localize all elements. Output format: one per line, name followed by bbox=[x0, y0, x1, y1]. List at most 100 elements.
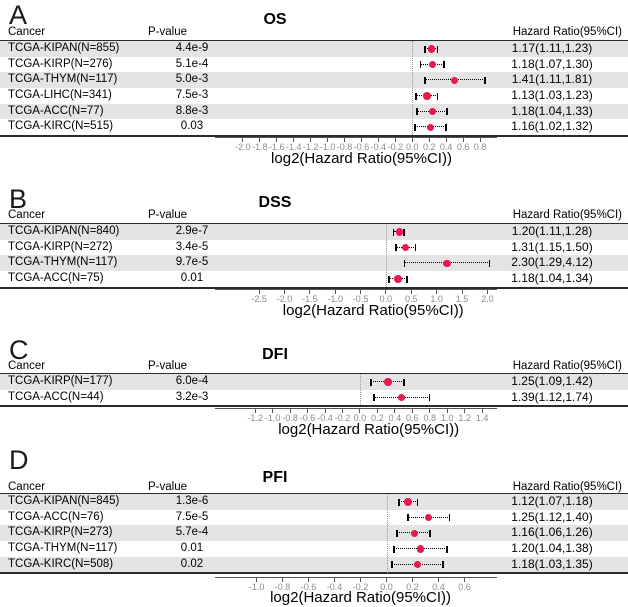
axis-tick bbox=[359, 409, 361, 413]
table-row: TCGA-KIRP(N=272) 3.4e-5 1.31(1.15,1.50) bbox=[0, 240, 628, 256]
axis-tick-label: 0.6 bbox=[458, 582, 471, 592]
axis-tick-label: -1.2 bbox=[247, 413, 263, 423]
row-pvalue: 0.02 bbox=[180, 557, 204, 570]
hr-point-marker bbox=[394, 275, 402, 283]
forest-plot-cell bbox=[215, 41, 497, 57]
ci-cap-right bbox=[436, 45, 439, 53]
axis-tick bbox=[461, 290, 463, 294]
row-cancer-label: TCGA-ACC(N=75) bbox=[8, 272, 104, 285]
forest-plot-cell bbox=[215, 57, 497, 73]
ci-cap-left bbox=[398, 498, 401, 506]
axis-tick bbox=[307, 409, 309, 413]
panel-title: OS bbox=[263, 11, 287, 28]
table-row: TCGA-KIRP(N=276) 5.1e-4 1.18(1.07,1.30) bbox=[0, 57, 628, 73]
axis-tick-label: 1.4 bbox=[475, 413, 489, 423]
ci-cap-left bbox=[392, 545, 395, 553]
hr-point-marker bbox=[424, 513, 433, 522]
row-cancer-label: TCGA-KIRP(N=177) bbox=[8, 375, 113, 387]
ci-cap-left bbox=[414, 92, 417, 100]
table-row: TCGA-KIPAN(N=840) 2.9e-7 1.20(1.11,1.28) bbox=[0, 224, 628, 240]
hr-point-marker bbox=[426, 123, 435, 132]
axis-tick-label: 0.6 bbox=[406, 413, 419, 423]
hr-point-marker bbox=[428, 60, 437, 69]
axis-tick-label: 1.2 bbox=[458, 413, 471, 423]
row-hazard-ratio-text: 1.18(1.03,1.35) bbox=[511, 556, 593, 571]
axis-tick bbox=[428, 138, 430, 142]
axis-tick bbox=[254, 409, 256, 413]
panel-title: DSS bbox=[258, 194, 292, 211]
axis-tick-label: 0.4 bbox=[388, 413, 402, 423]
ci-cap-right bbox=[488, 259, 491, 267]
row-cancer-label: TCGA-ACC(N=44) bbox=[8, 390, 104, 403]
axis-tick bbox=[386, 578, 388, 582]
table-row: TCGA-ACC(N=76) 7.5e-5 1.25(1.12,1.40) bbox=[0, 510, 628, 526]
axis-tick bbox=[324, 409, 326, 413]
axis-tick bbox=[334, 290, 336, 294]
ci-cap-right bbox=[428, 394, 431, 402]
row-pvalue: 7.5e-5 bbox=[175, 510, 209, 523]
axis-tick bbox=[410, 290, 412, 294]
ci-cap-right bbox=[414, 244, 417, 252]
ci-cap-right bbox=[436, 92, 439, 100]
row-cancer-label: TCGA-KIRP(N=273) bbox=[8, 526, 113, 539]
panel-pfi: D PFI Cancer P-value Hazard Ratio(95%CI)… bbox=[0, 444, 628, 607]
table-row: TCGA-KIRP(N=273) 5.7e-4 1.16(1.06,1.26) bbox=[0, 525, 628, 542]
axis-tick-label: 0.2 bbox=[422, 142, 436, 152]
forest-plot-cell bbox=[215, 557, 497, 573]
table-row: TCGA-ACC(N=75) 0.01 1.18(1.04,1.34) bbox=[0, 271, 628, 287]
row-hazard-ratio-text: 2.30(1.29,4.12) bbox=[511, 255, 593, 270]
ci-cap-left bbox=[387, 275, 390, 283]
ci-cap-right bbox=[428, 529, 431, 537]
x-axis: -2.5 -2.0 -1.5 -1.0 -0.5 0.0 0.5 1.0 1.5 2.0 bbox=[215, 289, 497, 304]
x-axis-label: log2(Hazard Ratio(95%CI)) bbox=[270, 589, 451, 606]
col-header-cancer: Cancer bbox=[8, 26, 46, 38]
hr-point-marker bbox=[450, 76, 459, 85]
axis-tick-label: 0.0 bbox=[380, 582, 393, 592]
axis-tick-label: 0.4 bbox=[439, 142, 453, 152]
axis-tick-label: -0.6 bbox=[299, 413, 316, 423]
row-pvalue: 5.0e-3 bbox=[175, 73, 209, 86]
row-cancer-label: TCGA-KIPAN(N=855) bbox=[8, 42, 120, 54]
axis-tick bbox=[344, 138, 346, 142]
x-axis: -1.2 -1.0 -0.8 -0.6 -0.4 -0.2 0.0 0.2 0.4 0.6 0.8 1… bbox=[215, 408, 497, 423]
axis-tick-label: 0.0 bbox=[353, 413, 367, 423]
col-header-hazard-ratio: Hazard Ratio(95%CI) bbox=[512, 209, 622, 221]
row-pvalue: 2.9e-7 bbox=[175, 225, 209, 237]
axis-tick-label: -0.2 bbox=[387, 142, 404, 152]
row-hazard-ratio-text: 1.17(1.11,1.23) bbox=[511, 41, 593, 55]
forest-plot-cell bbox=[215, 510, 497, 526]
axis-tick-label: -1.2 bbox=[302, 142, 319, 152]
axis-tick bbox=[283, 290, 285, 294]
ci-cap-left bbox=[391, 561, 393, 569]
forest-rows: TCGA-KIPAN(N=855) 4.4e-9 1.17(1.11,1.23) TC… bbox=[0, 40, 628, 138]
axis-tick-label: -2.0 bbox=[235, 142, 251, 152]
panel-os: A OS Cancer P-value Hazard Ratio(95%CI) … bbox=[0, 0, 628, 181]
axis-tick-label: -0.5 bbox=[352, 294, 369, 304]
ci-cap-right bbox=[446, 108, 448, 116]
row-cancer-label: TCGA-KIRP(N=276) bbox=[8, 57, 113, 70]
row-hazard-ratio-text: 1.18(1.04,1.34) bbox=[511, 271, 593, 286]
ci-cap-right bbox=[483, 76, 486, 84]
row-hazard-ratio-text: 1.16(1.02,1.32) bbox=[511, 119, 593, 134]
forest-plot-cell bbox=[215, 541, 497, 557]
ci-cap-right bbox=[406, 275, 409, 283]
table-row: TCGA-ACC(N=77) 8.8e-3 1.18(1.04,1.33) bbox=[0, 103, 628, 120]
axis-tick-label: -0.2 bbox=[334, 413, 351, 423]
col-header-pvalue: P-value bbox=[148, 481, 187, 493]
table-row: TCGA-KIRC(N=508) 0.02 1.18(1.03,1.35) bbox=[0, 556, 628, 573]
row-pvalue: 4.4e-9 bbox=[175, 42, 209, 54]
axis-tick-label: -0.8 bbox=[336, 142, 353, 152]
forest-plot-cell bbox=[215, 72, 497, 88]
forest-rows: TCGA-KIPAN(N=845) 1.3e-6 1.12(1.07,1.18) TC… bbox=[0, 493, 628, 575]
row-pvalue: 3.2e-3 bbox=[175, 390, 209, 403]
row-cancer-label: TCGA-ACC(N=76) bbox=[8, 510, 104, 523]
row-cancer-label: TCGA-KIRC(N=508) bbox=[8, 557, 114, 570]
axis-tick-label: -1.8 bbox=[252, 142, 268, 152]
col-header-pvalue: P-value bbox=[148, 26, 187, 38]
ci-cap-right bbox=[445, 545, 448, 553]
ci-cap-right bbox=[443, 61, 446, 69]
forest-rows: TCGA-KIRP(N=177) 6.0e-4 1.25(1.09,1.42) TCG… bbox=[0, 373, 628, 408]
row-hazard-ratio-text: 1.20(1.11,1.28) bbox=[511, 224, 593, 238]
row-pvalue: 0.01 bbox=[180, 542, 204, 555]
forest-plot-cell bbox=[215, 240, 497, 256]
